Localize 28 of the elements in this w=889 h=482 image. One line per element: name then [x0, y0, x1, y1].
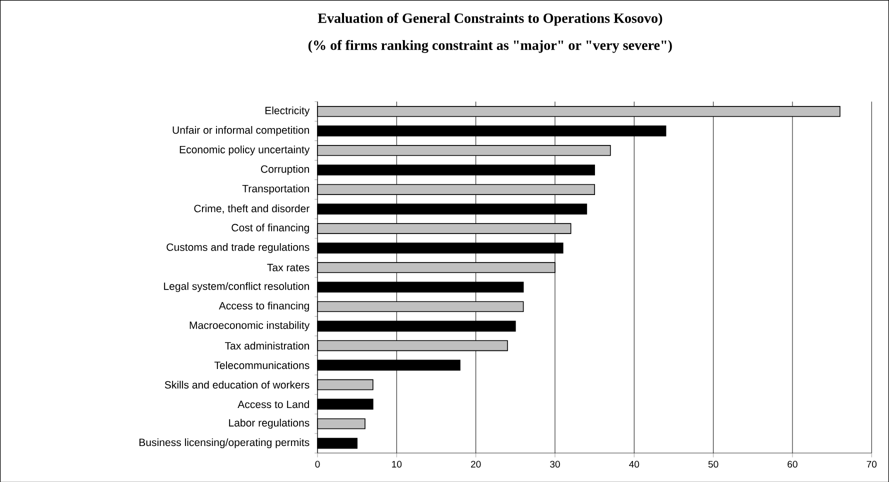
y-tick-label: Customs and trade regulations [166, 242, 310, 253]
y-tick-label: Economic policy uncertainty [180, 145, 310, 156]
y-tick-label: Telecommunications [214, 361, 310, 369]
y-tick-label: Unfair or informal competition [172, 126, 309, 136]
x-tick-label: 0 [315, 460, 320, 468]
chart-title: Evaluation of General Constraints to Operations Kosovo) [318, 12, 662, 26]
y-tick-label: Skills and education of workers [164, 380, 310, 388]
x-tick-label: 70 [866, 460, 877, 468]
y-tick-label: Crime, theft and disorder [194, 204, 310, 214]
x-tick-label: 20 [471, 460, 481, 468]
y-tick-label: Electricity [265, 106, 310, 116]
y-tick-label: Business licensing/operating permits [139, 438, 310, 448]
y-tick-label: Cost of financing [232, 223, 309, 234]
y-tick-label: Macroeconomic instability [190, 321, 310, 331]
y-tick-label: Tax administration [224, 342, 309, 350]
x-tick-label: 10 [392, 460, 402, 468]
y-tick-label: Labor regulations [229, 418, 310, 428]
x-tick-label: 60 [788, 460, 798, 468]
y-tick-label: Access to Land [238, 400, 309, 408]
y-tick-label: Corruption [261, 164, 309, 175]
x-tick-label: 40 [629, 460, 640, 468]
y-tick-label: Tax rates [267, 264, 310, 272]
y-tick-label: Legal system/conflict resolution [164, 282, 309, 292]
x-tick-label: 50 [708, 460, 718, 468]
y-tick-label: Transportation [242, 184, 309, 194]
x-tick-label: 30 [550, 460, 560, 468]
y-tick-label: Access to financing [218, 302, 309, 312]
chart-subtitle: (% of firms ranking constraint as "major" or "very severe") [308, 40, 672, 53]
